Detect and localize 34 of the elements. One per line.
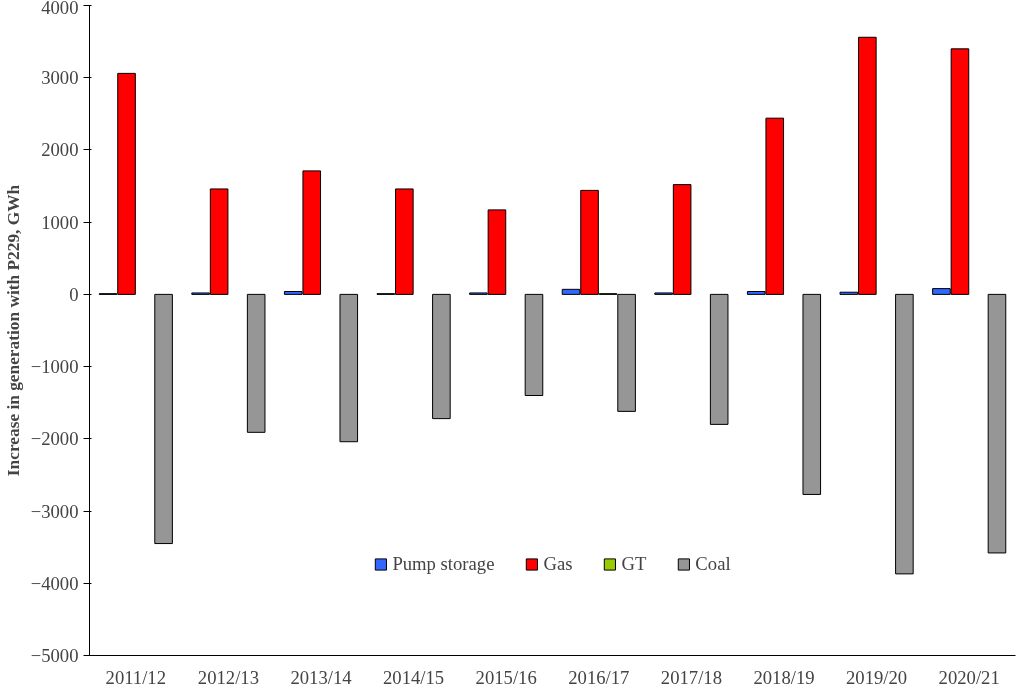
legend-label: Pump storage — [392, 553, 495, 575]
bar — [246, 293, 266, 433]
bar — [709, 293, 729, 425]
x-tick-label: 2014/15 — [383, 666, 445, 688]
x-tick-label: 2011/12 — [105, 666, 167, 688]
x-tick-label: 2012/13 — [197, 666, 259, 688]
y-tick-label: 0 — [69, 283, 79, 305]
y-tick-label: −1000 — [30, 356, 79, 378]
y-tick-label: 4000 — [41, 0, 79, 18]
x-tick-label: 2018/19 — [753, 666, 815, 688]
x-tick-label: 2020/21 — [938, 666, 1000, 688]
legend-label: Coal — [695, 553, 731, 575]
y-tick-label: 1000 — [41, 211, 79, 233]
bar — [154, 293, 173, 545]
bar — [802, 293, 822, 495]
x-tick-label: 2016/17 — [568, 666, 630, 688]
y-tick-label: −5000 — [30, 645, 79, 666]
y-tick-label: −4000 — [30, 572, 79, 594]
x-tick-label: 2017/18 — [660, 666, 722, 688]
x-tick-label: 2015/16 — [475, 666, 537, 688]
y-tick-label: −3000 — [30, 500, 79, 522]
legend-label: Gas — [543, 553, 573, 575]
x-tick-label: 2019/20 — [846, 666, 908, 688]
y-tick-label: −2000 — [30, 428, 79, 450]
y-axis-title: Increase in generation with P229, GWh — [3, 184, 23, 477]
bar — [987, 293, 1007, 554]
x-tick-label: 2013/14 — [290, 666, 353, 688]
bar — [524, 293, 544, 396]
y-tick-label: 3000 — [41, 67, 79, 89]
y-tick-label: 2000 — [41, 139, 79, 161]
bar — [432, 293, 451, 420]
legend-label: GT — [621, 553, 647, 575]
bar — [895, 293, 914, 575]
bar — [339, 293, 359, 443]
